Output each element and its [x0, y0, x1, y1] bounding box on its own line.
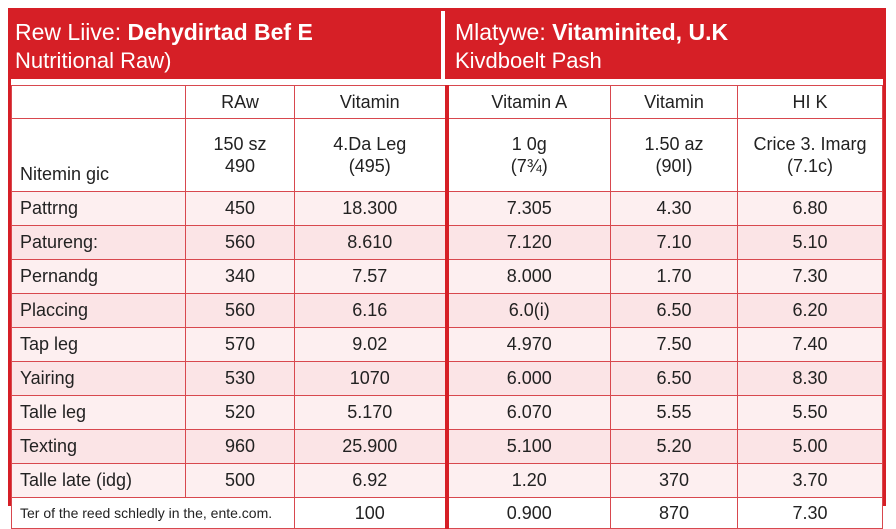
banner-left-prefix: Rew Liive: — [15, 19, 122, 45]
row-cell: 5.100 — [444, 429, 611, 464]
banner-right-prefix: Mlatywe: — [455, 19, 546, 45]
row-cell: 6.80 — [737, 191, 883, 226]
row-cell: 5.20 — [610, 429, 738, 464]
nutrition-table: RAw Vitamin Vitamin A Vitamin HI K Nitem… — [11, 85, 883, 529]
row-cell: 25.900 — [294, 429, 447, 464]
row-cell: 7.50 — [610, 327, 738, 362]
row-cell: 6.16 — [294, 293, 447, 328]
row-cell: 5.170 — [294, 395, 447, 430]
subheader-cell: 1.50 az (90I) — [610, 118, 738, 192]
row-cell: 340 — [185, 259, 295, 294]
row-cell: 18.300 — [294, 191, 447, 226]
row-label: Talle late (idg) — [11, 463, 186, 498]
row-label: Talle leg — [11, 395, 186, 430]
header-cell: HI K — [737, 85, 883, 119]
subheader-cell: 1 0g (7¾) — [444, 118, 611, 192]
row-cell: 8.610 — [294, 225, 447, 260]
row-cell: 6.50 — [610, 361, 738, 396]
row-cell: 7.40 — [737, 327, 883, 362]
table-row: Yairing 530 1070 6.000 6.50 8.30 — [11, 361, 883, 396]
banner-right: Mlatywe: Vitaminited, U.K Kivdboelt Pash — [445, 11, 883, 79]
row-label: Pattrng — [11, 191, 186, 226]
header-banner: Rew Liive: Dehydirtad Bef E Nutritional … — [11, 11, 883, 79]
row-cell: 6.50 — [610, 293, 738, 328]
row-cell: 530 — [185, 361, 295, 396]
footer-cell: 100 — [294, 497, 447, 529]
table-row: Tap leg 570 9.02 4.970 7.50 7.40 — [11, 327, 883, 362]
row-cell: 370 — [610, 463, 738, 498]
header-cell: Vitamin A — [444, 85, 611, 119]
row-cell: 5.00 — [737, 429, 883, 464]
row-cell: 5.55 — [610, 395, 738, 430]
banner-left: Rew Liive: Dehydirtad Bef E Nutritional … — [11, 11, 445, 79]
row-cell: 960 — [185, 429, 295, 464]
header-cell: Vitamin — [294, 85, 447, 119]
row-label: Texting — [11, 429, 186, 464]
header-cell: RAw — [185, 85, 295, 119]
row-cell: 450 — [185, 191, 295, 226]
footer-note: Ter of the reed schledly in the, ente.co… — [11, 497, 295, 529]
table-row: Placcing 560 6.16 6.0(i) 6.50 6.20 — [11, 293, 883, 328]
subheader-label: Nitemin gic — [11, 118, 186, 192]
row-cell: 8.000 — [444, 259, 611, 294]
banner-right-title: Vitaminited, U.K — [552, 19, 729, 45]
banner-left-subtitle: Nutritional Raw) — [15, 48, 172, 73]
row-cell: 8.30 — [737, 361, 883, 396]
row-cell: 4.30 — [610, 191, 738, 226]
row-cell: 570 — [185, 327, 295, 362]
row-label: Placcing — [11, 293, 186, 328]
table-row: Texting 960 25.900 5.100 5.20 5.00 — [11, 429, 883, 464]
subheader-cell: Crice 3. Imarg (7.1c) — [737, 118, 883, 192]
header-cell — [11, 85, 186, 119]
subheader-cell: 150 sz 490 — [185, 118, 295, 192]
footer-cell: 0.900 — [444, 497, 611, 529]
row-cell: 1.70 — [610, 259, 738, 294]
row-cell: 560 — [185, 225, 295, 260]
row-label: Patureng: — [11, 225, 186, 260]
banner-left-title: Dehydirtad Bef E — [127, 19, 313, 45]
table-row: Pernandg 340 7.57 8.000 1.70 7.30 — [11, 259, 883, 294]
row-cell: 6.92 — [294, 463, 447, 498]
row-cell: 1070 — [294, 361, 447, 396]
row-cell: 7.305 — [444, 191, 611, 226]
row-cell: 7.30 — [737, 259, 883, 294]
row-cell: 6.070 — [444, 395, 611, 430]
row-cell: 1.20 — [444, 463, 611, 498]
table-subheader-row: Nitemin gic 150 sz 490 4.Da Leg (495) 1 0g… — [11, 118, 883, 192]
row-cell: 3.70 — [737, 463, 883, 498]
banner-right-subtitle: Kivdboelt Pash — [455, 48, 602, 73]
row-cell: 5.10 — [737, 225, 883, 260]
row-cell: 560 — [185, 293, 295, 328]
row-cell: 7.57 — [294, 259, 447, 294]
table-row: Patureng: 560 8.610 7.120 7.10 5.10 — [11, 225, 883, 260]
row-cell: 6.20 — [737, 293, 883, 328]
nutrition-chart-frame: Rew Liive: Dehydirtad Bef E Nutritional … — [8, 8, 886, 529]
row-label: Yairing — [11, 361, 186, 396]
subheader-cell: 4.Da Leg (495) — [294, 118, 447, 192]
row-cell: 520 — [185, 395, 295, 430]
row-label: Pernandg — [11, 259, 186, 294]
table-header-row: RAw Vitamin Vitamin A Vitamin HI K — [11, 85, 883, 119]
row-cell: 7.10 — [610, 225, 738, 260]
row-cell: 7.120 — [444, 225, 611, 260]
header-cell: Vitamin — [610, 85, 738, 119]
table-row: Talle late (idg) 500 6.92 1.20 370 3.70 — [11, 463, 883, 498]
row-cell: 9.02 — [294, 327, 447, 362]
row-cell: 5.50 — [737, 395, 883, 430]
row-cell: 6.0(i) — [444, 293, 611, 328]
row-cell: 4.970 — [444, 327, 611, 362]
table-row: Talle leg 520 5.170 6.070 5.55 5.50 — [11, 395, 883, 430]
row-cell: 6.000 — [444, 361, 611, 396]
footer-cell: 870 — [610, 497, 738, 529]
row-label: Tap leg — [11, 327, 186, 362]
footer-cell: 7.30 — [737, 497, 883, 529]
row-cell: 500 — [185, 463, 295, 498]
table-footer-row: Ter of the reed schledly in the, ente.co… — [11, 497, 883, 529]
table-row: Pattrng 450 18.300 7.305 4.30 6.80 — [11, 191, 883, 226]
